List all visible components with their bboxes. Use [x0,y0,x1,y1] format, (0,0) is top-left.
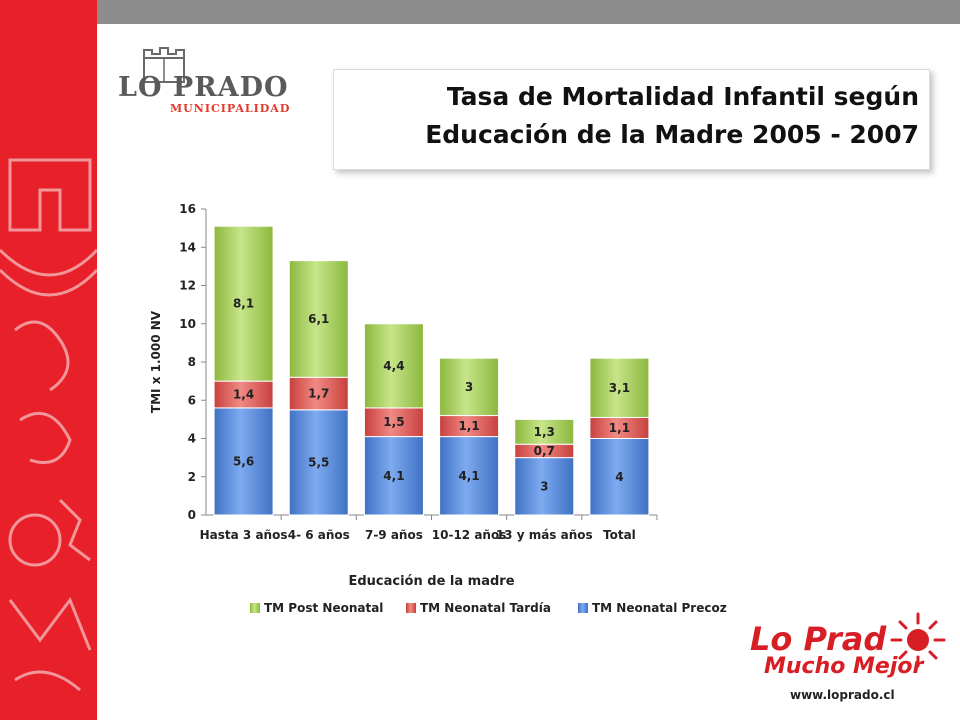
y-tick-label: 2 [188,470,196,484]
x-tick-label: Total [603,528,636,542]
data-label: 3 [465,380,473,394]
data-label: 5,6 [233,454,254,468]
red-side-band [0,0,99,720]
bar-tm-neonatal-precoz [439,436,500,516]
crest-icon [143,47,185,83]
slide-title-line-2: Educación de la Madre 2005 - 2007 [425,120,919,149]
bar-tm-post-neonatal [213,225,274,382]
title-box: Tasa de Mortalidad Infantil según Educac… [333,69,930,170]
bar-tm-post-neonatal [439,357,500,417]
data-label: 1,5 [383,415,404,429]
data-label: 4,1 [458,469,479,483]
stacked-bar-chart: 0 2 4 6 8 10 12 14 16 Hasta 3 años 5,6 1,4 8,1 4- 6 a… [149,202,727,615]
x-tick-label: 7-9 años [365,528,423,542]
y-axis-title: TMI x 1.000 NV [149,310,163,413]
bar-tm-post-neonatal [589,357,650,418]
y-tick-label: 14 [179,240,196,254]
data-label: 1,3 [534,425,555,439]
legend-label-tm-post-neonatal: TM Post Neonatal [264,601,383,615]
data-label: 1,4 [233,388,254,402]
data-label: 4,1 [383,469,404,483]
y-tick-label: 4 [188,432,196,446]
x-tick-label: 13 y más años [496,528,593,542]
data-label: 4,4 [383,359,404,373]
data-label: 3 [540,479,548,493]
y-tick-label: 16 [179,202,196,216]
brand-name: Lo Prad [750,620,887,658]
coat-of-arms-watermark-icon [0,158,99,692]
y-tick-label: 0 [188,508,196,522]
bar-tm-neonatal-tardia [213,380,274,409]
brand-tagline: Mucho Mejor [764,654,924,679]
y-tick-label: 6 [188,393,196,407]
logo-subtitle: MUNICIPALIDAD [170,102,291,115]
sun-icon [890,612,946,668]
bar-tm-neonatal-precoz [288,409,349,516]
bar-tm-neonatal-precoz [514,457,575,516]
x-tick-label: 10-12 años [432,528,507,542]
data-label: 4 [615,470,623,484]
data-label: 1,1 [609,421,630,435]
data-label: 6,1 [308,312,329,326]
logo-name: LO PRADO [118,72,289,103]
bar-tm-neonatal-tardia [288,376,349,411]
data-label: 0,7 [534,444,555,458]
data-label: 5,5 [308,455,329,469]
bar-tm-post-neonatal [363,323,424,409]
legend-label-tm-neonatal-precoz: TM Neonatal Precoz [592,601,727,615]
data-label: 1,1 [458,419,479,433]
top-gray-bar [97,0,960,24]
bar-tm-neonatal-tardia [363,407,424,438]
y-tick-label: 12 [179,279,196,293]
bar-tm-post-neonatal [288,260,349,378]
bar-tm-post-neonatal [514,418,575,445]
brand-url: www.loprado.cl [790,688,895,702]
slide-title-line-1: Tasa de Mortalidad Infantil según [446,82,919,111]
legend-swatch-tm-post-neonatal [250,603,260,613]
data-label: 8,1 [233,297,254,311]
legend-swatch-tm-neonatal-tardia [406,603,416,613]
x-axis-title: Educación de la madre [348,574,514,589]
bar-tm-neonatal-precoz [213,407,274,516]
legend-label-tm-neonatal-tardia: TM Neonatal Tardía [420,601,551,615]
data-label: 3,1 [609,381,630,395]
legend-swatch-tm-neonatal-precoz [578,603,588,613]
y-tick-label: 10 [179,317,196,331]
y-tick-label: 8 [188,355,196,369]
data-label: 1,7 [308,387,329,401]
x-tick-label: Hasta 3 años [200,528,288,542]
x-tick-label: 4- 6 años [288,528,350,542]
bar-tm-neonatal-precoz [363,436,424,516]
lo-prado-brand-logo: Lo Prad Mucho Mejor www.loprado.cl [740,610,950,710]
bar-tm-neonatal-precoz [589,438,650,516]
lo-prado-municipal-logo: LO PRADO MUNICIPALIDAD [118,44,318,124]
